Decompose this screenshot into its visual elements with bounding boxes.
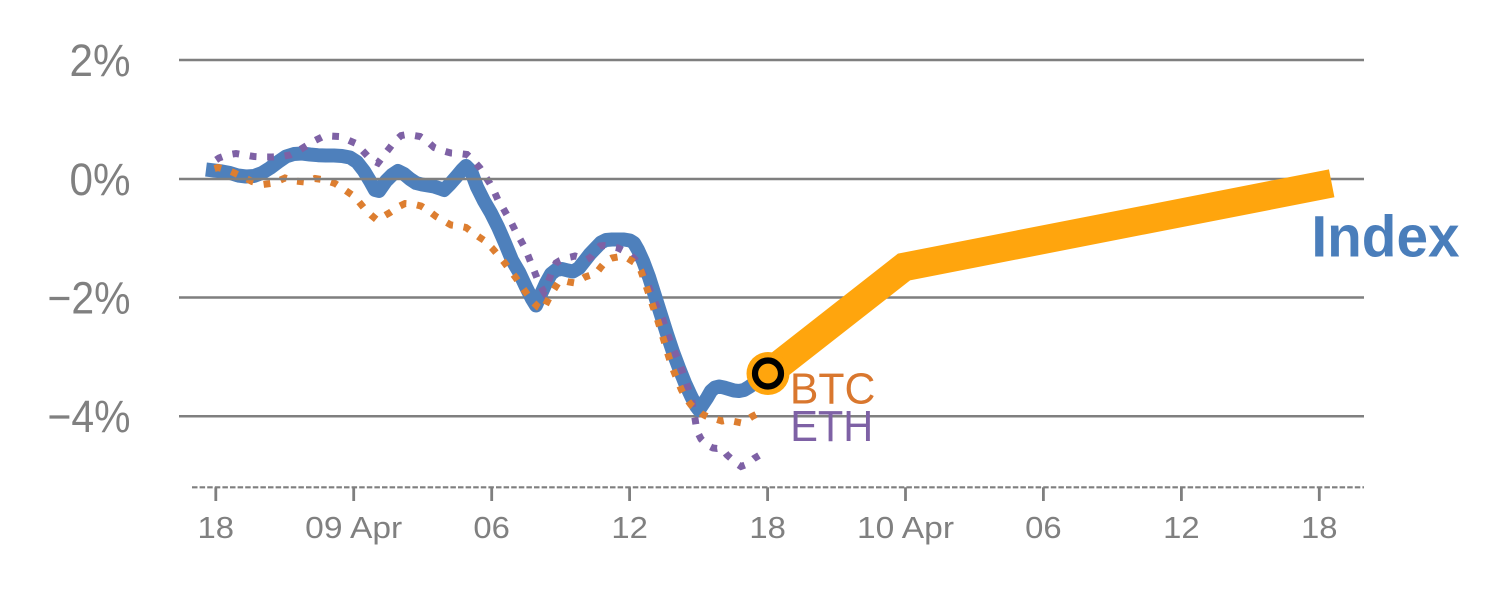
svg-text:18: 18	[1301, 510, 1338, 545]
svg-text:10 Apr: 10 Apr	[857, 510, 954, 545]
svg-text:Index: Index	[1311, 205, 1459, 270]
svg-text:12: 12	[611, 510, 648, 545]
svg-text:−2%: −2%	[48, 272, 131, 323]
svg-text:09 Apr: 09 Apr	[305, 510, 402, 545]
svg-text:2%: 2%	[70, 35, 131, 86]
svg-text:12: 12	[1163, 510, 1200, 545]
svg-text:BTC: BTC	[790, 364, 876, 413]
svg-text:0%: 0%	[70, 154, 131, 205]
svg-text:18: 18	[198, 510, 235, 545]
svg-text:06: 06	[473, 510, 510, 545]
svg-text:−4%: −4%	[48, 391, 131, 442]
svg-text:06: 06	[1025, 510, 1062, 545]
svg-text:18: 18	[749, 510, 786, 545]
svg-text:ETH: ETH	[790, 402, 873, 451]
